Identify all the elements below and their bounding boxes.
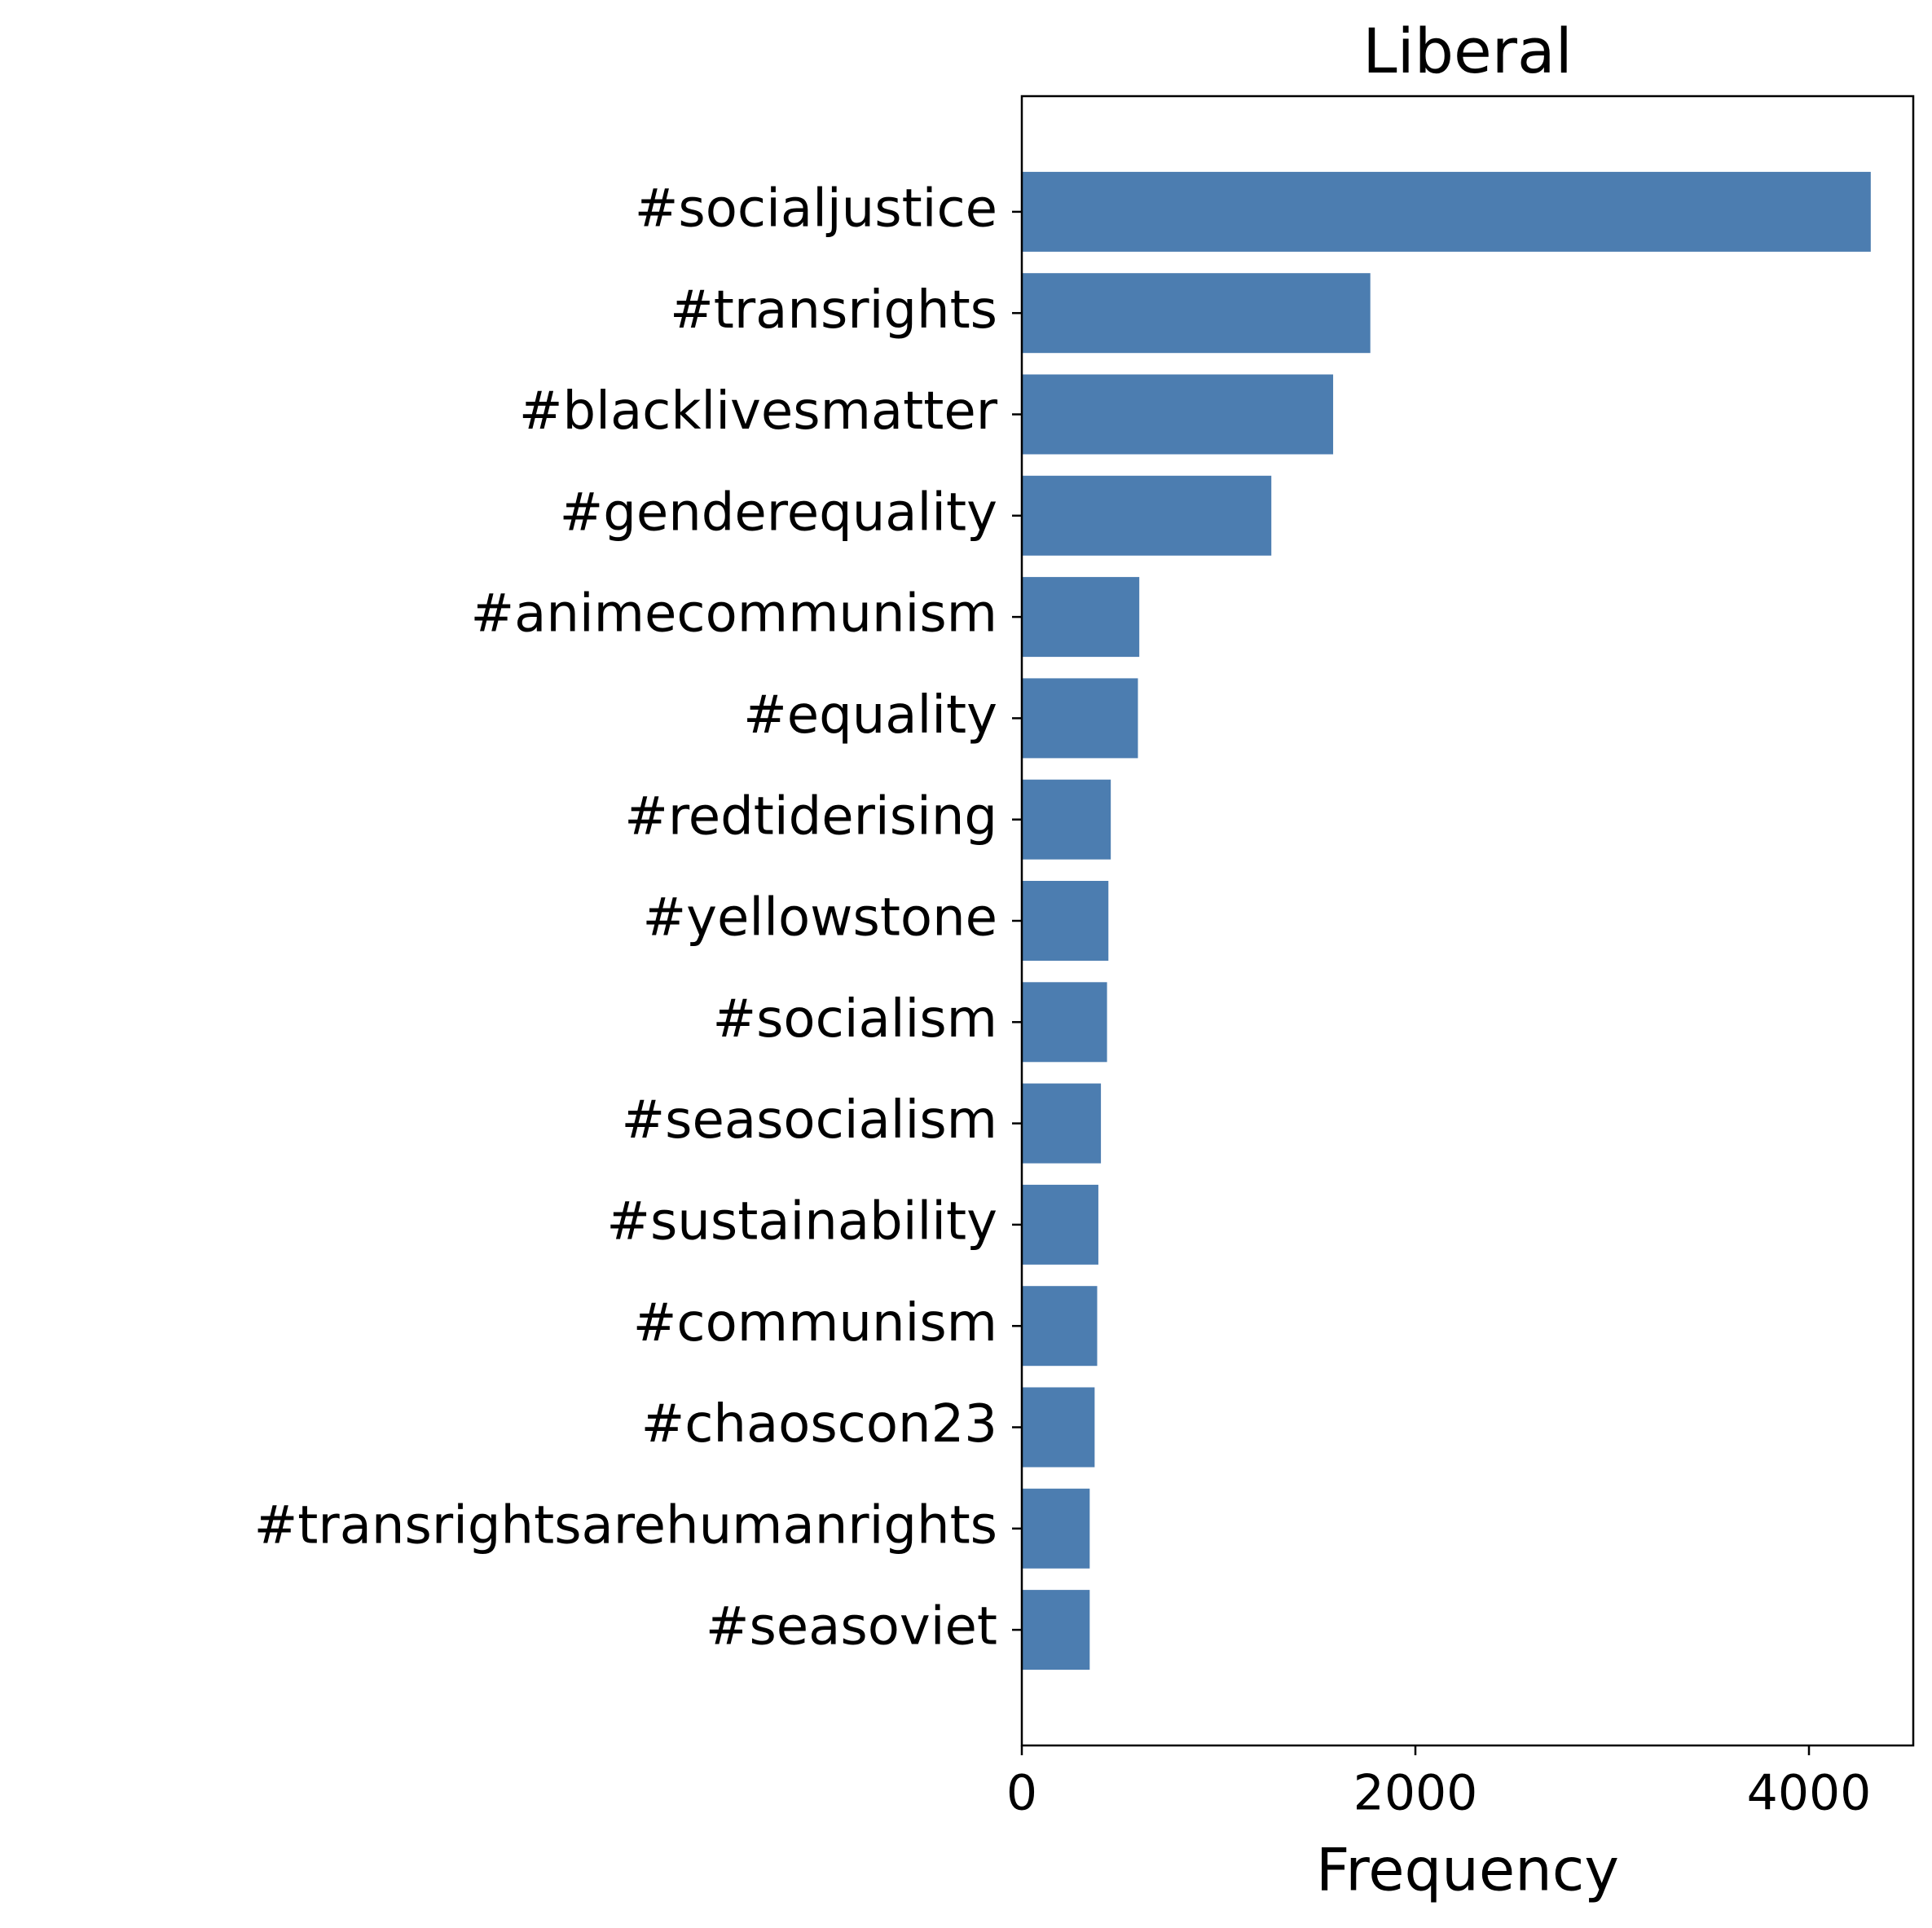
y-tick-label: #seasocialism (622, 1090, 998, 1151)
bar (1022, 171, 1871, 252)
y-tick-label: #socialjustice (635, 178, 997, 239)
plot-frame (1020, 95, 1915, 1747)
bar (1022, 982, 1107, 1063)
x-tick-label: 0 (1006, 1765, 1037, 1822)
y-tick-label: #sustainability (606, 1191, 997, 1252)
y-tick-label: #chaoscon23 (641, 1394, 997, 1455)
bar (1022, 1184, 1098, 1265)
y-tick-label: #equality (743, 685, 997, 746)
bar (1022, 1286, 1098, 1367)
x-tick-label: 4000 (1747, 1765, 1872, 1822)
chart-title: Liberal (1362, 15, 1572, 87)
x-axis-label: Frequency (1316, 1836, 1619, 1904)
y-tick-label: #socialism (712, 989, 997, 1050)
x-tick-label: 2000 (1353, 1765, 1478, 1822)
bar (1022, 1590, 1090, 1670)
y-tick-label: #seasoviet (706, 1597, 997, 1657)
bar (1022, 1083, 1102, 1164)
y-tick-label: #blacklivesmatter (519, 381, 998, 442)
y-tick-label: #transrightsarehumanrights (254, 1495, 997, 1556)
y-tick-label: #transrights (670, 280, 997, 341)
bar (1022, 273, 1371, 354)
bar (1022, 1488, 1090, 1569)
bar (1022, 678, 1138, 759)
bar (1022, 577, 1140, 658)
y-tick-label: #communism (633, 1293, 997, 1354)
bar (1022, 881, 1109, 961)
y-tick-label: #yellowstone (643, 888, 997, 949)
bar (1022, 1387, 1095, 1468)
y-tick-label: #animecommunism (470, 584, 997, 645)
bar (1022, 475, 1272, 556)
bar (1022, 779, 1111, 860)
y-tick-label: #redtiderising (624, 786, 997, 847)
y-tick-label: #genderequality (560, 482, 997, 543)
bar (1022, 374, 1334, 455)
